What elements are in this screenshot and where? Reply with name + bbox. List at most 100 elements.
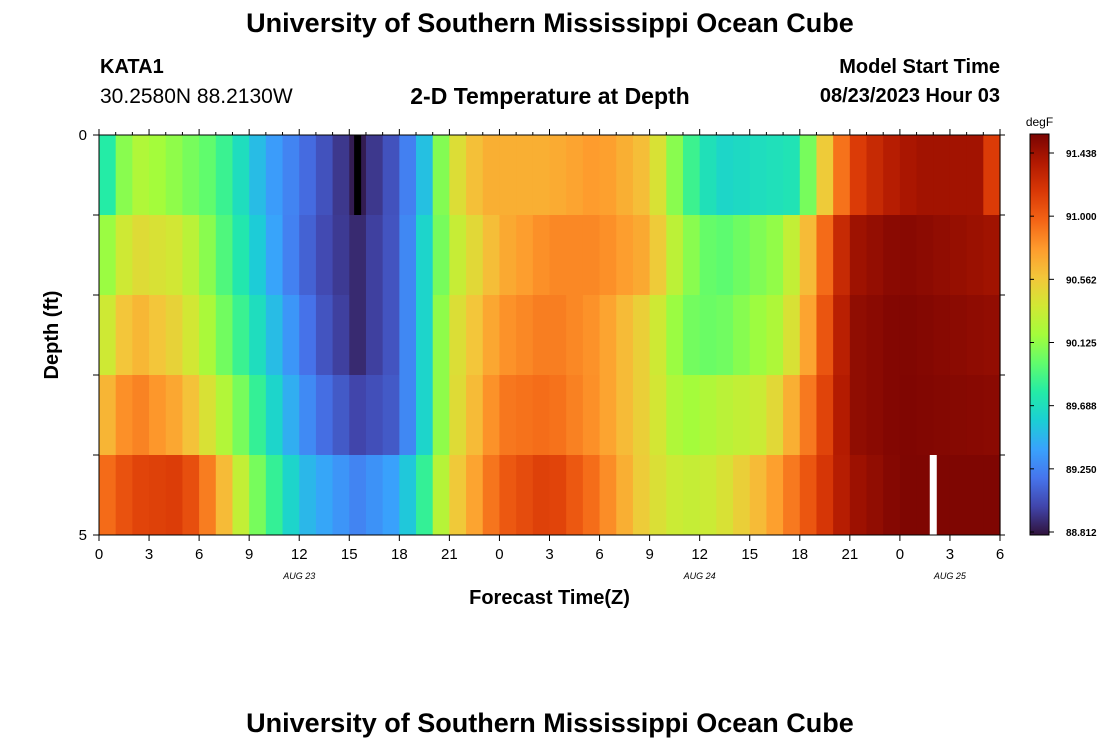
heatmap-cell bbox=[783, 215, 801, 296]
heatmap-cell bbox=[399, 455, 417, 536]
heatmap-cell bbox=[566, 215, 584, 296]
heatmap-cell bbox=[199, 135, 217, 216]
heatmap-cell bbox=[349, 375, 367, 456]
x-tick-label: 0 bbox=[495, 546, 503, 563]
heatmap-cell bbox=[315, 215, 334, 296]
heatmap-cell bbox=[566, 295, 584, 376]
heatmap-cell bbox=[115, 135, 133, 216]
heatmap-cell bbox=[899, 375, 918, 456]
heatmap-cell bbox=[833, 455, 851, 536]
heatmap-cell bbox=[516, 375, 534, 456]
heatmap-cell bbox=[265, 375, 284, 456]
heatmap-cell bbox=[966, 135, 984, 216]
heatmap-cell bbox=[265, 135, 284, 216]
heatmap-cell bbox=[582, 375, 601, 456]
heatmap-cell bbox=[265, 215, 284, 296]
heatmap-cell bbox=[749, 135, 768, 216]
heatmap-cell bbox=[466, 135, 484, 216]
heatmap-cell bbox=[733, 375, 751, 456]
heatmap-cell bbox=[632, 215, 651, 296]
y-axis-title: Depth (ft) bbox=[41, 291, 63, 380]
heatmap-cell bbox=[699, 215, 717, 296]
heatmap-cell bbox=[983, 375, 1001, 456]
heatmap-cell bbox=[983, 215, 1001, 296]
heatmap-cell bbox=[966, 215, 984, 296]
y-tick-label: 5 bbox=[79, 527, 87, 544]
heatmap-cell bbox=[532, 375, 551, 456]
heatmap-cell bbox=[482, 295, 501, 376]
heatmap-cell bbox=[382, 215, 400, 296]
heatmap-cell bbox=[949, 215, 968, 296]
heatmap-cell bbox=[682, 135, 701, 216]
heatmap-cell bbox=[632, 455, 651, 536]
heatmap-cell bbox=[783, 135, 801, 216]
heatmap-cell bbox=[783, 295, 801, 376]
heatmap-cell bbox=[482, 215, 501, 296]
heatmap-cell bbox=[432, 215, 450, 296]
heatmap-cell bbox=[265, 455, 284, 536]
heatmap-cell bbox=[666, 295, 684, 376]
white-marker bbox=[929, 455, 937, 535]
heatmap-cell bbox=[849, 135, 868, 216]
heatmap-cell bbox=[482, 135, 501, 216]
heatmap-cell bbox=[916, 455, 934, 536]
heatmap-cell bbox=[132, 135, 150, 216]
heatmap-cell bbox=[499, 215, 517, 296]
heatmap-cell bbox=[449, 135, 467, 216]
heatmap-cell bbox=[566, 375, 584, 456]
heatmap-cell bbox=[115, 215, 133, 296]
heatmap-cell bbox=[499, 295, 517, 376]
heatmap-cell bbox=[833, 215, 851, 296]
x-tick-label: 15 bbox=[741, 546, 758, 563]
heatmap-cell bbox=[649, 295, 667, 376]
heatmap-cell bbox=[866, 295, 884, 376]
heatmap-cell bbox=[783, 375, 801, 456]
x-tick-label: 12 bbox=[291, 546, 308, 563]
heatmap-cell bbox=[249, 455, 267, 536]
x-tick-label: 6 bbox=[195, 546, 203, 563]
heatmap-cell bbox=[332, 215, 350, 296]
heatmap-cell bbox=[883, 455, 901, 536]
heatmap-cell bbox=[833, 295, 851, 376]
heatmap-cell bbox=[365, 295, 384, 376]
heatmap-cell bbox=[132, 455, 150, 536]
x-axis-title: Forecast Time(Z) bbox=[469, 587, 630, 609]
x-tick-label: 6 bbox=[595, 546, 603, 563]
heatmap-cell bbox=[883, 215, 901, 296]
heatmap-cell bbox=[883, 135, 901, 216]
heatmap-cell bbox=[99, 135, 117, 216]
heatmap-markers bbox=[354, 135, 937, 535]
x-tick-label: 0 bbox=[95, 546, 103, 563]
heatmap-cell bbox=[799, 135, 818, 216]
heatmap-cell bbox=[199, 455, 217, 536]
station-id: KATA1 bbox=[100, 56, 164, 78]
heatmap-cell bbox=[249, 135, 267, 216]
heatmap-cell bbox=[549, 455, 567, 536]
heatmap-cell bbox=[916, 375, 934, 456]
heatmap-cell bbox=[149, 375, 167, 456]
heatmap-cell bbox=[916, 295, 934, 376]
x-tick-label: 9 bbox=[645, 546, 653, 563]
heatmap-cell bbox=[149, 295, 167, 376]
heatmap-cell bbox=[132, 295, 150, 376]
heatmap-cell bbox=[816, 135, 834, 216]
date-label: AUG 24 bbox=[683, 571, 716, 581]
heatmap-cell bbox=[566, 455, 584, 536]
heatmap-cell bbox=[365, 455, 384, 536]
heatmap-cell bbox=[332, 455, 350, 536]
heatmap-cell bbox=[432, 455, 450, 536]
heatmap-cell bbox=[199, 295, 217, 376]
heatmap-cell bbox=[699, 295, 717, 376]
heatmap-cell bbox=[766, 135, 784, 216]
heatmap-cell bbox=[182, 215, 200, 296]
heatmap-cell bbox=[165, 295, 184, 376]
heatmap-cell bbox=[833, 135, 851, 216]
heatmap-cell bbox=[716, 135, 734, 216]
heatmap-cell bbox=[666, 215, 684, 296]
footer-title: University of Southern Mississippi Ocean… bbox=[246, 708, 854, 738]
heatmap-cell bbox=[733, 455, 751, 536]
heatmap-cell bbox=[199, 375, 217, 456]
heatmap-cell bbox=[466, 295, 484, 376]
heatmap-cell bbox=[449, 455, 467, 536]
heatmap-cell bbox=[332, 375, 350, 456]
